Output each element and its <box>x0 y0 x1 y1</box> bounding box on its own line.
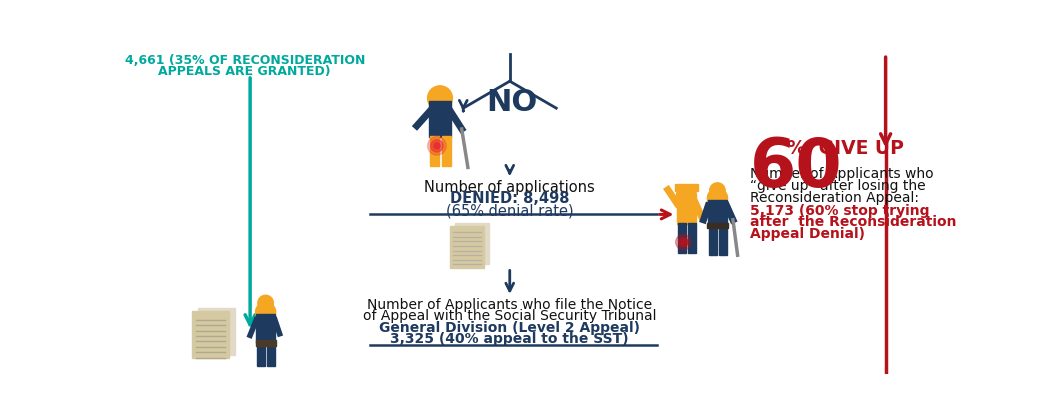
Text: Reconsideration Appeal:: Reconsideration Appeal: <box>750 191 919 205</box>
Bar <box>709 225 717 255</box>
Circle shape <box>431 140 443 152</box>
Bar <box>678 223 685 253</box>
Text: 3,325 (40% appeal to the SST): 3,325 (40% appeal to the SST) <box>390 332 629 346</box>
Bar <box>707 223 728 228</box>
Bar <box>267 343 275 366</box>
Circle shape <box>427 86 452 110</box>
Bar <box>719 225 727 255</box>
Text: (65% denial rate): (65% denial rate) <box>446 204 574 219</box>
Text: Number of applications: Number of applications <box>424 180 595 195</box>
Circle shape <box>256 302 276 322</box>
Circle shape <box>258 295 274 311</box>
Bar <box>708 200 727 226</box>
Text: General Division (Level 2 Appeal): General Division (Level 2 Appeal) <box>380 321 641 335</box>
Text: 4,661 (35% OF RECONSIDERATION: 4,661 (35% OF RECONSIDERATION <box>125 54 365 67</box>
Circle shape <box>434 143 440 149</box>
Bar <box>454 223 489 265</box>
Bar <box>688 223 696 253</box>
Bar <box>257 343 265 366</box>
Circle shape <box>427 136 446 155</box>
Text: %  GIVE UP: % GIVE UP <box>787 139 904 158</box>
Circle shape <box>681 240 685 244</box>
Bar <box>430 101 451 136</box>
Bar <box>256 340 276 346</box>
Bar <box>450 226 485 268</box>
Bar <box>442 136 451 166</box>
Text: “give up” after losing the: “give up” after losing the <box>750 179 926 193</box>
Bar <box>677 197 696 223</box>
Text: Number of Applicants who file the Notice: Number of Applicants who file the Notice <box>367 297 652 312</box>
Circle shape <box>707 188 728 208</box>
Text: APPEALS ARE GRANTED): APPEALS ARE GRANTED) <box>158 65 331 78</box>
Text: DENIED: 8,498: DENIED: 8,498 <box>450 191 570 206</box>
Text: Number of Applicants who: Number of Applicants who <box>750 168 934 181</box>
Text: NO: NO <box>487 88 538 117</box>
Circle shape <box>676 234 692 250</box>
Bar <box>256 314 275 343</box>
Bar <box>199 307 235 355</box>
Bar <box>675 184 698 191</box>
Circle shape <box>679 237 688 247</box>
Circle shape <box>676 186 697 206</box>
Bar <box>430 136 439 166</box>
Text: of Appeal with the Social Security Tribunal: of Appeal with the Social Security Tribu… <box>363 309 656 323</box>
Circle shape <box>709 183 725 198</box>
Text: 60: 60 <box>750 135 842 201</box>
Bar <box>192 311 229 358</box>
Text: after  the Reconsideration: after the Reconsideration <box>750 215 957 229</box>
Text: Appeal Denial): Appeal Denial) <box>750 227 865 241</box>
Text: 5,173 (60% stop trying: 5,173 (60% stop trying <box>750 204 930 218</box>
